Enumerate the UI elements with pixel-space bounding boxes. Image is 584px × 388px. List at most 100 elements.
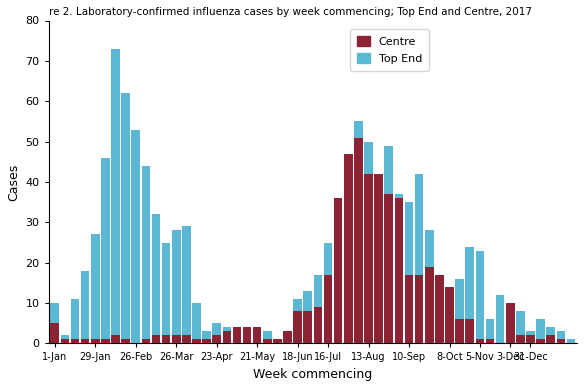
- Bar: [273, 340, 281, 343]
- Bar: [354, 121, 363, 343]
- Bar: [374, 190, 383, 343]
- Bar: [152, 214, 160, 343]
- Bar: [141, 340, 150, 343]
- Bar: [283, 331, 292, 343]
- Bar: [232, 327, 241, 343]
- Bar: [395, 198, 403, 343]
- Bar: [566, 340, 575, 343]
- Bar: [182, 226, 190, 343]
- Bar: [61, 335, 69, 343]
- Bar: [475, 251, 484, 343]
- Bar: [384, 146, 393, 343]
- Bar: [182, 335, 190, 343]
- Bar: [172, 230, 180, 343]
- Bar: [91, 340, 99, 343]
- Bar: [475, 340, 484, 343]
- Bar: [293, 299, 302, 343]
- Bar: [425, 267, 433, 343]
- Bar: [516, 311, 524, 343]
- Bar: [547, 327, 555, 343]
- Bar: [465, 247, 474, 343]
- Bar: [213, 323, 221, 343]
- Bar: [192, 340, 201, 343]
- Bar: [516, 335, 524, 343]
- Bar: [304, 291, 312, 343]
- Bar: [364, 142, 373, 343]
- Bar: [374, 174, 383, 343]
- Bar: [364, 174, 373, 343]
- Bar: [395, 194, 403, 343]
- Bar: [243, 327, 251, 343]
- Bar: [304, 311, 312, 343]
- Bar: [547, 335, 555, 343]
- Bar: [162, 335, 171, 343]
- Bar: [526, 335, 535, 343]
- Bar: [536, 319, 545, 343]
- Bar: [435, 315, 444, 343]
- Bar: [81, 271, 89, 343]
- Bar: [486, 340, 494, 343]
- Bar: [263, 340, 272, 343]
- Bar: [111, 49, 120, 343]
- Bar: [435, 275, 444, 343]
- Bar: [273, 340, 281, 343]
- Bar: [253, 327, 262, 343]
- Bar: [172, 335, 180, 343]
- Legend: Centre, Top End: Centre, Top End: [350, 29, 429, 71]
- Bar: [71, 299, 79, 343]
- Bar: [324, 275, 332, 343]
- Bar: [334, 210, 342, 343]
- Bar: [506, 303, 515, 343]
- Bar: [486, 319, 494, 343]
- Bar: [445, 287, 454, 343]
- Bar: [101, 340, 110, 343]
- Bar: [243, 327, 251, 343]
- Bar: [192, 303, 201, 343]
- Bar: [152, 335, 160, 343]
- Bar: [50, 303, 59, 343]
- Bar: [202, 331, 211, 343]
- Bar: [162, 242, 171, 343]
- Bar: [61, 340, 69, 343]
- Y-axis label: Cases: Cases: [7, 163, 20, 201]
- Bar: [131, 130, 140, 343]
- Bar: [354, 138, 363, 343]
- Bar: [557, 331, 565, 343]
- Bar: [121, 93, 130, 343]
- Bar: [314, 307, 322, 343]
- Bar: [232, 327, 241, 343]
- Bar: [141, 166, 150, 343]
- Bar: [334, 198, 342, 343]
- Bar: [425, 230, 433, 343]
- Bar: [283, 335, 292, 343]
- Bar: [314, 275, 322, 343]
- Bar: [81, 340, 89, 343]
- Bar: [293, 311, 302, 343]
- Bar: [445, 315, 454, 343]
- Bar: [415, 174, 423, 343]
- Bar: [526, 331, 535, 343]
- Bar: [324, 242, 332, 343]
- Bar: [253, 327, 262, 343]
- Bar: [101, 158, 110, 343]
- Bar: [202, 340, 211, 343]
- Bar: [456, 319, 464, 343]
- Bar: [536, 340, 545, 343]
- Bar: [557, 340, 565, 343]
- Bar: [213, 335, 221, 343]
- Bar: [223, 331, 231, 343]
- Bar: [384, 194, 393, 343]
- Bar: [506, 303, 515, 343]
- Bar: [263, 331, 272, 343]
- Bar: [344, 242, 353, 343]
- Bar: [91, 234, 99, 343]
- Bar: [405, 275, 413, 343]
- Bar: [496, 295, 505, 343]
- X-axis label: Week commencing: Week commencing: [253, 368, 373, 381]
- Bar: [405, 202, 413, 343]
- Bar: [121, 340, 130, 343]
- Text: re 2. Laboratory-confirmed influenza cases by week commencing; Top End and Centr: re 2. Laboratory-confirmed influenza cas…: [48, 7, 531, 17]
- Bar: [456, 279, 464, 343]
- Bar: [223, 327, 231, 343]
- Bar: [50, 323, 59, 343]
